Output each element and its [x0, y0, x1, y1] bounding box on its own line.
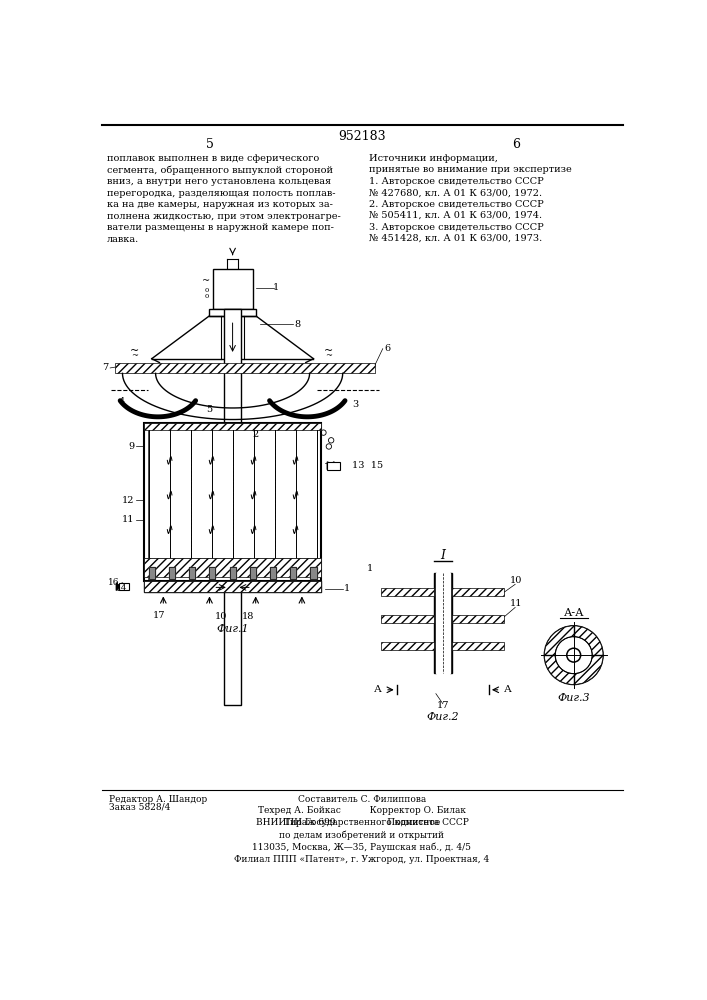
Text: поплавок выполнен в виде сферического
сегмента, обращенного выпуклой стороной
вн: поплавок выполнен в виде сферического се… — [107, 154, 341, 244]
Text: 9: 9 — [129, 442, 135, 451]
Text: o: o — [204, 292, 209, 300]
Polygon shape — [334, 462, 339, 470]
Bar — [213, 269, 252, 309]
Bar — [209, 567, 216, 579]
Bar — [144, 423, 321, 581]
Text: А: А — [504, 685, 512, 694]
Bar — [270, 567, 276, 579]
Polygon shape — [327, 462, 334, 470]
Bar — [310, 567, 317, 579]
Text: 13  15: 13 15 — [352, 461, 383, 470]
Text: Заказ 5828/4: Заказ 5828/4 — [110, 803, 171, 812]
Circle shape — [566, 647, 581, 663]
Text: 11: 11 — [510, 599, 522, 608]
Bar — [230, 567, 235, 579]
Text: 5: 5 — [206, 138, 214, 151]
Text: 4: 4 — [119, 397, 125, 406]
Bar — [224, 309, 241, 705]
Bar — [169, 567, 175, 579]
Bar — [381, 615, 433, 623]
Text: Составитель С. Филиппова
Техред А. Бойкас          Корректор О. Билак
Тираж 699 : Составитель С. Филиппова Техред А. Бойка… — [258, 795, 466, 827]
Circle shape — [568, 649, 580, 661]
Text: Фиг.3: Фиг.3 — [557, 693, 590, 703]
Text: 8: 8 — [294, 320, 300, 329]
Bar — [209, 309, 257, 316]
Text: 10: 10 — [510, 576, 522, 585]
Text: ВНИИПИ Государственного комитета СССР
по делам изобретений и открытий
113035, Мо: ВНИИПИ Государственного комитета СССР по… — [234, 818, 489, 864]
Bar — [144, 581, 321, 592]
Text: 3: 3 — [353, 400, 359, 409]
Bar — [148, 423, 317, 581]
Text: 18: 18 — [242, 612, 255, 621]
Text: 17: 17 — [436, 701, 449, 710]
Bar — [148, 567, 155, 579]
Text: Источники информации,
принятые во внимание при экспертизе
1. Авторское свидетель: Источники информации, принятые во вниман… — [369, 154, 572, 243]
Text: o: o — [204, 286, 209, 294]
Text: 14: 14 — [116, 584, 127, 593]
Text: 1: 1 — [273, 283, 279, 292]
Bar — [436, 573, 450, 673]
Bar — [290, 567, 296, 579]
Text: 7: 7 — [103, 363, 109, 372]
Bar — [189, 567, 195, 579]
Bar — [452, 615, 504, 623]
Bar — [230, 567, 235, 579]
Bar — [433, 573, 436, 673]
Text: 952183: 952183 — [338, 130, 386, 143]
Text: Фиг.1: Фиг.1 — [216, 624, 249, 634]
Bar — [148, 567, 155, 579]
Bar — [209, 567, 216, 579]
Text: 17: 17 — [153, 611, 165, 620]
Text: Фиг.2: Фиг.2 — [426, 712, 459, 722]
Text: ~: ~ — [132, 352, 139, 360]
Text: 6: 6 — [385, 344, 390, 353]
Bar — [381, 588, 433, 596]
Text: 2: 2 — [252, 430, 259, 439]
Bar — [452, 642, 504, 650]
Text: I: I — [440, 549, 445, 562]
Text: А-А: А-А — [563, 608, 584, 618]
Bar — [310, 567, 317, 579]
Text: 6: 6 — [512, 138, 520, 151]
Text: ~: ~ — [202, 276, 211, 285]
Text: 11: 11 — [122, 515, 135, 524]
Bar — [450, 573, 452, 673]
Bar — [290, 567, 296, 579]
Bar — [250, 567, 256, 579]
Bar — [327, 462, 339, 470]
Polygon shape — [117, 583, 119, 590]
Bar — [144, 423, 321, 558]
Bar — [381, 642, 433, 650]
Text: 1: 1 — [366, 564, 373, 573]
Text: ~: ~ — [325, 352, 332, 360]
Text: Редактор А. Шандор: Редактор А. Шандор — [110, 795, 208, 804]
Bar — [452, 588, 504, 596]
Bar — [144, 558, 321, 577]
Bar — [144, 581, 321, 592]
Bar — [250, 567, 256, 579]
Bar — [144, 423, 321, 430]
Polygon shape — [119, 583, 122, 590]
Text: ~: ~ — [130, 346, 139, 356]
Bar — [119, 583, 129, 590]
Text: 10: 10 — [215, 612, 227, 621]
Text: 16: 16 — [108, 578, 119, 587]
Bar — [169, 567, 175, 579]
Text: А: А — [373, 685, 381, 694]
Text: 5: 5 — [206, 405, 213, 414]
Bar — [189, 567, 195, 579]
Bar — [115, 363, 375, 373]
Bar — [270, 567, 276, 579]
Text: 1: 1 — [344, 584, 351, 593]
Text: ~: ~ — [325, 346, 334, 356]
Text: 12: 12 — [122, 496, 135, 505]
